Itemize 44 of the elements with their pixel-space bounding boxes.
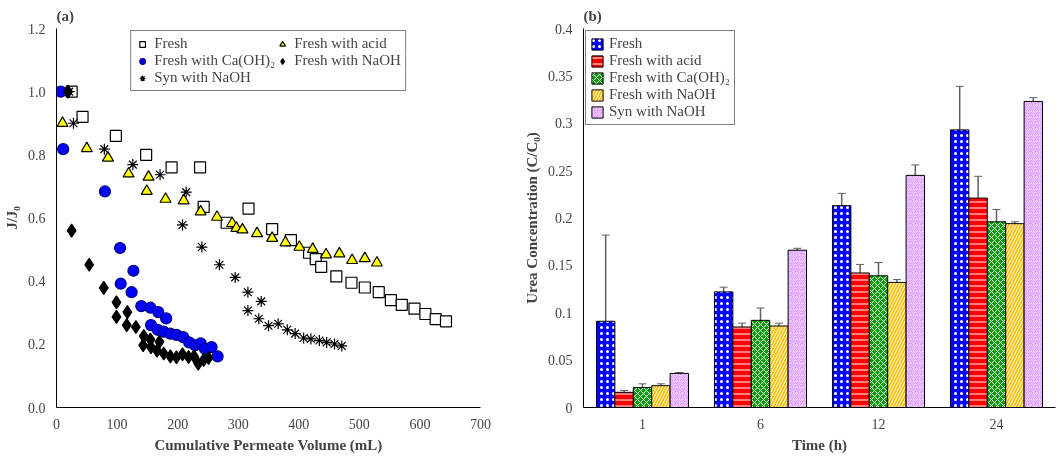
y-tick-label: 0.2 (28, 337, 46, 353)
y-tick-label: 0.3 (555, 116, 573, 132)
legend-label: Fresh with Ca(OH)₂ (609, 69, 731, 86)
x-tick-label: 700 (470, 416, 491, 432)
chart-title: (a) (56, 7, 74, 25)
y-tick-label: 0.4 (28, 274, 46, 290)
x-tick-label: 1 (639, 416, 646, 432)
legend-label: Fresh with acid (294, 35, 387, 52)
y-axis-title: Urea Concentration (C/C₀) (524, 132, 541, 304)
x-tick-label: 400 (288, 416, 310, 432)
y-axis-title: J/J₀ (4, 205, 20, 230)
x-tick-label: 600 (409, 416, 431, 432)
chart-title: (b) (583, 7, 602, 25)
legend-label: Fresh (154, 35, 188, 52)
y-tick-label: 0.05 (548, 353, 573, 369)
y-tick-label: 0.2 (555, 211, 573, 226)
y-tick-label: 0.8 (28, 147, 46, 163)
x-tick-label: 100 (106, 416, 128, 432)
y-tick-label: 0.15 (548, 258, 573, 274)
x-tick-label: 500 (348, 416, 370, 432)
x-tick-label: 200 (167, 416, 189, 432)
y-tick-label: 0.25 (548, 163, 573, 179)
y-tick-label: 0.0 (28, 400, 46, 416)
x-tick-label: 24 (989, 416, 1004, 432)
legend-label: Syn with NaOH (609, 103, 706, 120)
x-tick-label: 0 (53, 416, 60, 432)
legend-label: Fresh with Ca(OH)₂ (154, 52, 276, 69)
legend-label: Syn with NaOH (154, 69, 251, 86)
x-axis-title: Cumulative Permeate Volume (mL) (154, 436, 383, 454)
y-tick-label: 0.1 (555, 305, 573, 321)
y-tick-label: 0 (565, 400, 573, 416)
y-tick-label: 1.0 (28, 84, 46, 100)
y-tick-label: 0.4 (555, 21, 573, 37)
x-axis-title: Time (h) (791, 436, 848, 454)
legend-label: Fresh with NaOH (294, 52, 401, 69)
y-tick-label: 0.6 (28, 211, 46, 226)
y-tick-label: 0.35 (548, 68, 573, 84)
legend-label: Fresh with NaOH (609, 86, 716, 103)
legend-label: Fresh (609, 35, 643, 52)
y-tick-label: 1.2 (28, 21, 46, 37)
x-tick-label: 12 (871, 416, 886, 432)
legend-label: Fresh with acid (609, 52, 702, 69)
x-tick-label: 300 (227, 416, 249, 432)
x-tick-label: 6 (757, 416, 764, 432)
